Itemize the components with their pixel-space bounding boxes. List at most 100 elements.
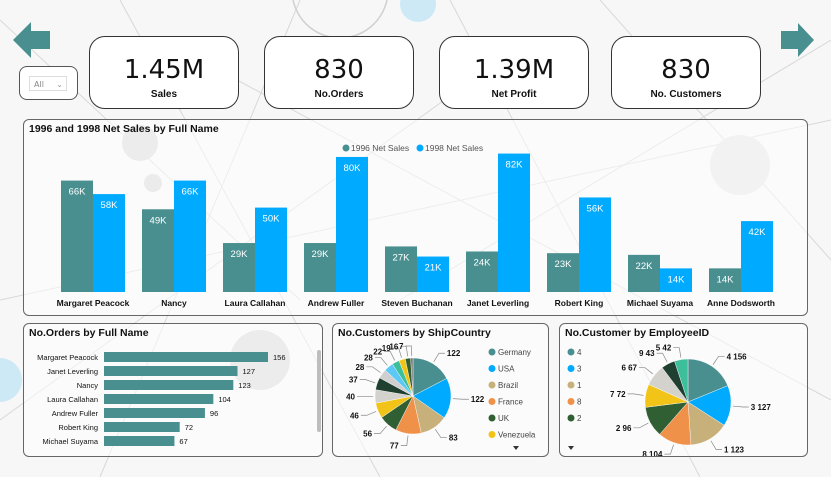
bar[interactable] [660,268,692,292]
legend-marker [488,431,496,438]
category-label: Laura Callahan [47,395,98,404]
bar[interactable] [223,243,255,292]
bar[interactable] [709,268,741,292]
legend-label[interactable]: Brazil [498,381,518,390]
leader-line [366,366,381,373]
kpi-value: 1.45M [123,55,205,85]
kpi-value: 830 [661,55,711,85]
legend-label: 1996 Net Sales [351,143,409,153]
legend-label[interactable]: Venezuela [498,431,536,440]
scrollbar[interactable] [317,350,321,432]
data-label: 4 156 [727,352,748,361]
legend-marker [567,381,575,389]
bar[interactable] [104,352,268,362]
pie-slice[interactable] [674,358,689,403]
bar[interactable] [385,246,417,292]
leader-line [712,355,725,365]
legend-label[interactable]: 3 [577,365,582,374]
bar[interactable] [255,207,287,292]
legend-marker [567,398,575,405]
category-label: Janet Leverling [47,367,98,376]
arrow-left-icon[interactable] [13,20,51,60]
data-label: 1 123 [724,445,745,454]
bar[interactable] [93,194,125,292]
leader-line [732,405,749,408]
data-label: 14K [717,274,735,285]
legend-label[interactable]: 8 [577,398,582,407]
kpi-value: 1.39M [473,55,555,85]
data-label: 16 [389,342,398,351]
kpi-label: Net Profit [491,89,537,100]
legend-label[interactable]: UK [498,414,510,423]
legend-marker [567,348,575,356]
data-label: 156 [273,353,286,362]
category-label: Robert King [58,423,98,432]
data-label: 72 [185,423,193,432]
kpi-card-sales: 1.45M Sales [89,36,239,109]
orders-chart-panel: No.Orders by Full Name Margaret Peacock 1… [23,323,323,457]
pie-slice[interactable] [412,357,447,397]
category-label: Michael Suyama [627,298,693,308]
leader-line [656,352,668,363]
bar[interactable] [104,422,180,432]
data-label: 6 67 [621,364,637,373]
legend-scroll-down-icon[interactable] [513,446,519,450]
filter-slicer[interactable]: All ⌄ [19,66,78,100]
legend-label[interactable]: Germany [498,348,531,357]
bar[interactable] [498,153,530,292]
legend-label[interactable]: France [498,398,523,407]
pie-slice[interactable] [687,358,729,403]
leader-line [710,440,722,450]
bar[interactable] [104,394,214,404]
data-label: 22K [636,261,654,272]
bar[interactable] [741,221,773,292]
chart-title: 1996 and 1998 Net Sales by Full Name [29,123,219,135]
bar[interactable] [142,209,174,292]
legend-label[interactable]: 2 [577,414,582,423]
bar[interactable] [104,436,175,446]
bar[interactable] [547,253,579,292]
bar[interactable] [304,243,336,292]
bar[interactable] [628,254,660,292]
leader-line [433,352,445,362]
legend-label[interactable]: 1 [577,381,582,390]
pie-slice[interactable] [410,357,414,397]
country-chart-panel: No.Customers by ShipCountry 122 122 83 77 56… [332,323,549,457]
kpi-value: 830 [314,55,364,85]
legend-marker [488,381,496,389]
data-label: 67 [179,437,187,446]
category-label: Nancy [161,298,187,308]
data-label: 3 127 [751,403,772,412]
bar[interactable] [104,408,205,418]
leader-line [360,411,377,416]
bar[interactable] [336,156,368,292]
legend-marker [488,398,496,405]
arrow-right-icon[interactable] [781,21,814,59]
data-label: 122 [471,395,485,404]
legend-marker [488,348,496,356]
legend-label[interactable]: 4 [577,348,582,357]
bar[interactable] [579,197,611,292]
orders-bar-chart: Margaret Peacock 156 Janet Leverling 127 Nan… [37,352,286,446]
leader-line [639,367,654,375]
bar[interactable] [466,251,498,292]
leader-line [664,444,674,455]
slicer-dropdown[interactable]: All ⌄ [29,76,67,91]
data-label: 56K [587,203,605,214]
chart-title: No.Orders by Full Name [29,327,149,339]
data-label: 28 [364,354,373,363]
bar[interactable] [61,180,93,292]
data-label: 123 [238,381,251,390]
employee-pie-chart: 4 156 3 127 1 123 8 104 2 96 7 72 6 679 435 42… [567,344,772,456]
leader-line [452,398,469,400]
legend-label[interactable]: USA [498,365,515,374]
data-label: 50K [263,214,281,225]
bar[interactable] [174,180,206,292]
legend-label: 1998 Net Sales [425,143,483,153]
pie-slice[interactable] [412,378,452,419]
legend-marker [342,144,350,152]
legend-scroll-down-icon[interactable] [568,446,574,450]
bar[interactable] [104,380,234,390]
bar[interactable] [417,256,449,292]
bar[interactable] [104,366,238,376]
